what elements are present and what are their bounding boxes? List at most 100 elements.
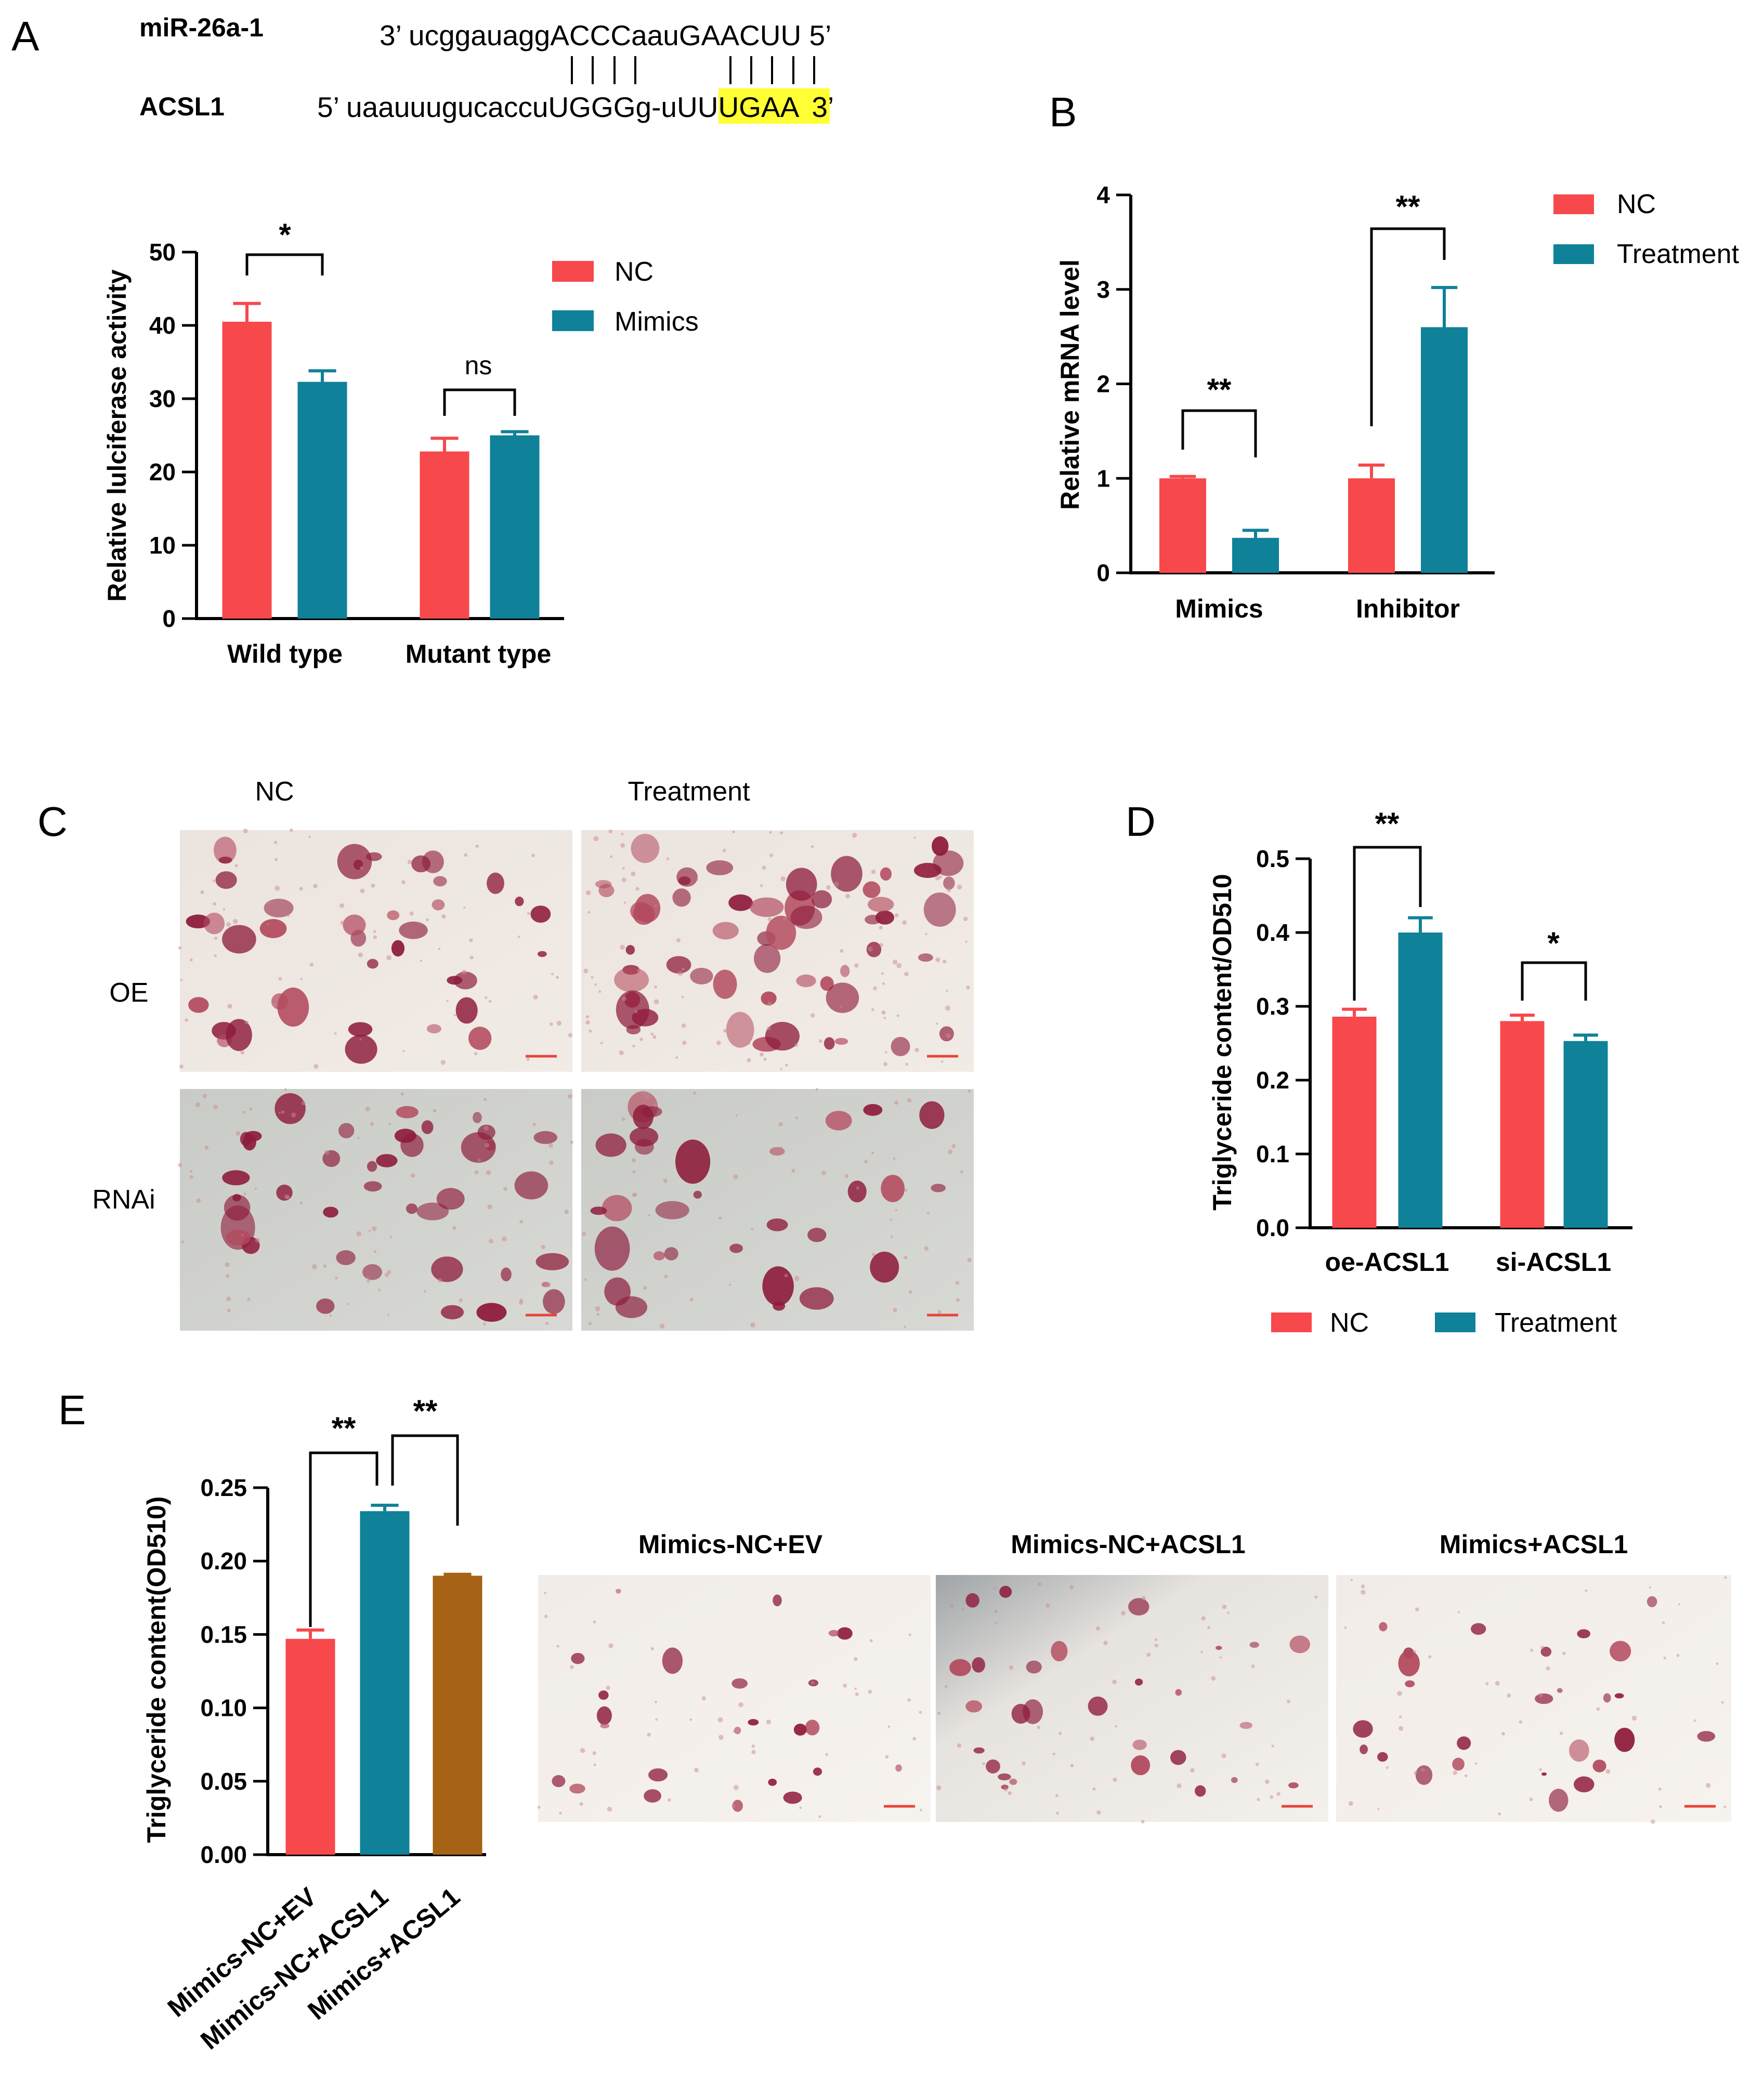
stained-droplet bbox=[1535, 1693, 1553, 1704]
speck bbox=[852, 833, 857, 838]
stained-droplet bbox=[706, 860, 734, 875]
speck bbox=[1096, 1810, 1101, 1815]
micrograph-image bbox=[178, 1088, 574, 1331]
stained-droplet bbox=[790, 905, 822, 929]
stained-droplet bbox=[316, 1298, 335, 1314]
speck bbox=[588, 1321, 592, 1325]
stained-droplet bbox=[1360, 1744, 1368, 1754]
speck bbox=[676, 938, 681, 942]
speck bbox=[833, 881, 839, 887]
stained-droplet bbox=[690, 967, 713, 985]
speck bbox=[1350, 1579, 1353, 1581]
stained-droplet bbox=[919, 1101, 945, 1129]
speck bbox=[1103, 1640, 1108, 1645]
speck bbox=[881, 972, 884, 975]
speck bbox=[1501, 1731, 1505, 1736]
speck bbox=[1519, 1720, 1522, 1724]
speck bbox=[914, 1047, 919, 1053]
speck bbox=[546, 1282, 551, 1288]
speck bbox=[594, 983, 597, 986]
panel-c-image-grid bbox=[178, 828, 974, 1331]
speck bbox=[244, 1020, 249, 1025]
speck bbox=[227, 1308, 231, 1312]
stained-droplet bbox=[1239, 1722, 1253, 1729]
speck bbox=[268, 901, 271, 905]
stained-droplet bbox=[391, 940, 405, 957]
stained-droplet bbox=[1415, 1765, 1433, 1785]
speck bbox=[1092, 1787, 1096, 1791]
speck bbox=[769, 831, 772, 834]
speck bbox=[254, 1187, 257, 1190]
chart-e-bar-error-bar bbox=[371, 1503, 399, 1512]
target-gene-name: ACSL1 bbox=[139, 92, 225, 121]
speck bbox=[692, 1092, 696, 1095]
speck bbox=[631, 871, 636, 876]
speck bbox=[892, 960, 898, 965]
speck bbox=[1538, 1692, 1543, 1698]
chart-d-bar-nc bbox=[1332, 1016, 1377, 1228]
speck bbox=[357, 1137, 360, 1139]
chart-b-bar-treatment-error-bar bbox=[1242, 529, 1269, 538]
speck bbox=[1070, 1764, 1074, 1767]
speck bbox=[623, 901, 626, 904]
stained-droplet bbox=[1557, 1688, 1563, 1693]
row-label-oe: OE bbox=[109, 978, 148, 1008]
speck bbox=[728, 1283, 731, 1286]
chart-a-bar-mimics bbox=[490, 435, 540, 619]
speck bbox=[839, 1005, 842, 1008]
speck bbox=[308, 835, 311, 838]
chart-a-category-label: Wild type bbox=[227, 639, 343, 668]
speck bbox=[600, 1042, 603, 1044]
stained-droplet bbox=[552, 1775, 566, 1788]
speck bbox=[760, 1052, 764, 1057]
speck bbox=[212, 880, 215, 883]
speck bbox=[872, 1253, 876, 1256]
stained-droplet bbox=[1051, 1640, 1068, 1662]
speck bbox=[607, 1806, 612, 1812]
stained-droplet bbox=[600, 1723, 610, 1729]
speck bbox=[854, 963, 859, 968]
stained-droplet bbox=[616, 990, 649, 1029]
speck bbox=[1270, 1795, 1274, 1799]
chart-e-bar-error-bar bbox=[443, 1572, 472, 1576]
speck bbox=[485, 996, 488, 999]
stained-droplet bbox=[807, 1228, 827, 1242]
speck bbox=[1113, 1777, 1117, 1782]
stained-droplet bbox=[631, 834, 660, 863]
stained-droplet bbox=[865, 914, 881, 925]
speck bbox=[1596, 1707, 1600, 1711]
speck bbox=[643, 1286, 647, 1290]
speck bbox=[825, 1753, 828, 1756]
speck bbox=[894, 913, 899, 917]
speck bbox=[635, 887, 639, 891]
stained-droplet bbox=[473, 1112, 482, 1123]
speck bbox=[202, 1094, 207, 1098]
speck bbox=[716, 1041, 721, 1045]
speck bbox=[946, 887, 951, 892]
stained-droplet bbox=[891, 1036, 910, 1056]
speck bbox=[957, 1743, 962, 1748]
speck bbox=[418, 922, 421, 924]
speck bbox=[652, 1035, 657, 1039]
chart-b-bar-treatment bbox=[1232, 537, 1279, 573]
speck bbox=[1022, 1761, 1026, 1766]
stained-droplet bbox=[913, 862, 942, 878]
speck bbox=[503, 1187, 507, 1191]
speck bbox=[213, 1105, 218, 1110]
speck bbox=[1573, 1752, 1578, 1757]
stained-droplet bbox=[396, 1106, 419, 1119]
stained-droplet bbox=[426, 1024, 441, 1034]
speck bbox=[1723, 1805, 1727, 1808]
speck bbox=[580, 1748, 585, 1753]
stained-droplet bbox=[338, 1123, 355, 1138]
speck bbox=[1428, 1655, 1432, 1659]
speck bbox=[694, 1767, 699, 1773]
speck bbox=[286, 914, 290, 917]
chart-d-bar-nc-error-bar bbox=[1342, 1007, 1367, 1017]
speck bbox=[681, 1023, 686, 1028]
speck bbox=[409, 911, 414, 916]
speck bbox=[484, 1143, 490, 1148]
speck bbox=[598, 990, 602, 993]
chart-d-sig-si: * bbox=[1521, 926, 1587, 1001]
